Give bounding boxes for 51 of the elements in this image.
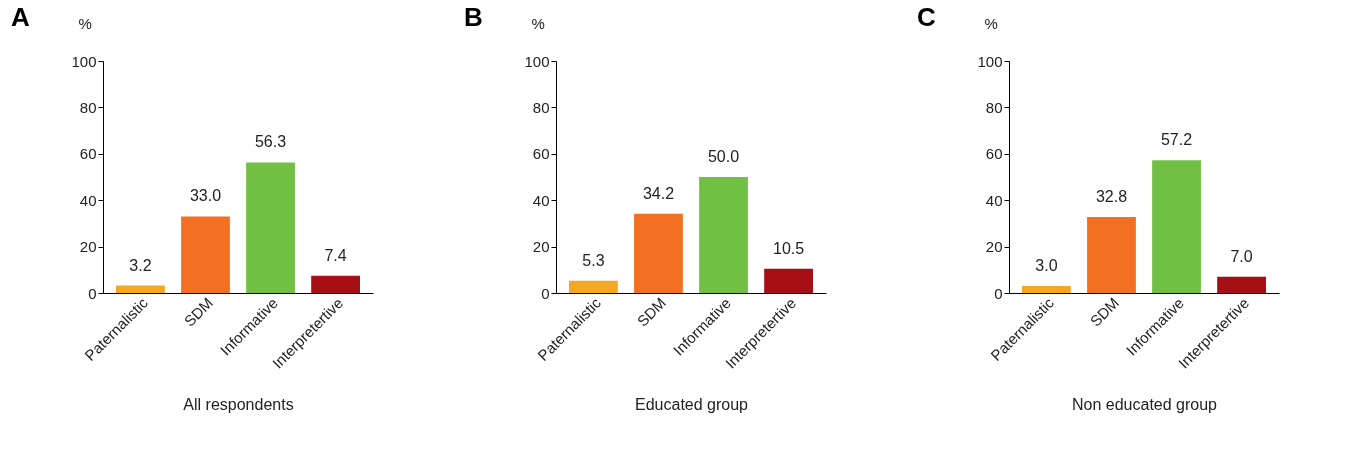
data-label: 50.0 xyxy=(707,148,740,165)
y-tick-label: 100 xyxy=(71,52,97,70)
bar xyxy=(1022,286,1071,293)
data-label: 5.3 xyxy=(582,251,605,269)
bar xyxy=(764,268,813,293)
data-label: 7.0 xyxy=(1230,247,1253,265)
data-label: 34.2 xyxy=(642,184,675,202)
bar xyxy=(116,285,165,293)
x-axis-title: Non educated group xyxy=(1072,395,1218,413)
y-tick-label: 0 xyxy=(994,284,1003,302)
chart-title: A xyxy=(10,2,30,32)
bar xyxy=(246,162,295,293)
bar xyxy=(1087,216,1136,293)
bar xyxy=(311,275,360,293)
y-tick-label: 40 xyxy=(985,191,1003,209)
bar xyxy=(634,213,683,293)
bar xyxy=(699,177,748,293)
y-tick-label: 100 xyxy=(524,52,550,70)
x-axis-title: All respondents xyxy=(183,395,294,413)
y-tick-label: 60 xyxy=(79,145,97,163)
data-label: 7.4 xyxy=(324,246,347,264)
bar xyxy=(569,280,618,293)
data-label: 33.0 xyxy=(189,187,222,205)
data-label: 56.3 xyxy=(254,133,287,151)
chart-title: C xyxy=(916,2,936,32)
y-tick-label: 0 xyxy=(541,284,550,302)
y-tick-label: 40 xyxy=(79,191,97,209)
data-label: 32.8 xyxy=(1095,187,1128,205)
y-axis-title: % xyxy=(531,14,545,32)
y-tick-label: 80 xyxy=(985,98,1003,116)
data-label: 3.2 xyxy=(129,256,152,274)
y-tick-label: 60 xyxy=(985,145,1003,163)
y-tick-label: 80 xyxy=(79,98,97,116)
data-label: 10.5 xyxy=(773,239,805,257)
y-tick-label: 40 xyxy=(532,191,550,209)
y-tick-label: 0 xyxy=(88,284,97,302)
y-tick-label: 100 xyxy=(977,52,1003,70)
chart-title: B xyxy=(463,2,483,32)
y-tick-label: 60 xyxy=(532,145,550,163)
y-tick-label: 20 xyxy=(985,238,1003,256)
y-tick-label: 80 xyxy=(532,98,550,116)
data-label: 57.2 xyxy=(1160,131,1193,149)
data-label: 3.0 xyxy=(1035,257,1058,275)
bar xyxy=(181,216,230,293)
y-tick-label: 20 xyxy=(79,238,97,256)
bar xyxy=(1152,160,1201,293)
x-axis-title: Educated group xyxy=(635,395,749,413)
y-axis-title: % xyxy=(78,14,92,32)
y-axis-title: % xyxy=(984,14,998,32)
y-tick-label: 20 xyxy=(532,238,550,256)
bar xyxy=(1217,276,1266,293)
